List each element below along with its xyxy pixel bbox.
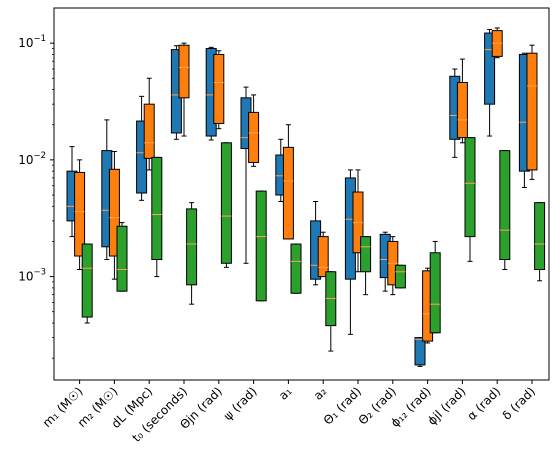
box-body — [317, 236, 329, 278]
box-body — [282, 146, 294, 240]
box-body — [394, 264, 406, 289]
box-body — [178, 44, 190, 99]
box-s2-13 — [491, 27, 503, 59]
box-s3-4 — [186, 202, 198, 305]
box-s3-2 — [116, 222, 128, 292]
box-body — [526, 52, 538, 171]
box-body — [81, 243, 93, 318]
box-s3-5 — [220, 142, 232, 268]
y-tick-label-1: 10−3 — [18, 268, 46, 284]
box-s2-10 — [387, 236, 399, 296]
box-s3-13 — [499, 150, 511, 270]
box-s3-8 — [325, 271, 337, 352]
box-s2-12 — [456, 58, 468, 144]
box-body — [248, 111, 260, 163]
box-s1-11 — [414, 337, 426, 367]
box-s3-10 — [394, 264, 406, 289]
box-s3-6 — [255, 190, 267, 302]
box-s2-5 — [213, 50, 225, 130]
box-body — [499, 150, 511, 261]
y-tick-label-2: 10−2 — [18, 151, 46, 167]
box-body — [456, 81, 468, 139]
box-body — [74, 171, 86, 257]
x-tick-label-12: ϕjl (rad) — [425, 384, 469, 428]
x-tick-label-13: α (rad) — [464, 384, 503, 423]
box-body — [255, 190, 267, 302]
box-body — [186, 208, 198, 286]
box-s2-7 — [282, 124, 294, 240]
plot-frame — [53, 7, 550, 381]
box-s2-4 — [178, 42, 190, 137]
box-s3-12 — [464, 137, 476, 262]
box-s2-8 — [317, 231, 329, 278]
box-s2-9 — [352, 169, 364, 273]
box-body — [151, 156, 163, 261]
box-s3-1 — [81, 243, 93, 324]
box-body — [429, 252, 441, 334]
box-body — [213, 53, 225, 124]
box-body — [290, 243, 302, 294]
box-s3-7 — [290, 243, 302, 294]
box-s2-2 — [108, 150, 120, 280]
box-body — [108, 168, 120, 257]
box-body — [143, 103, 155, 159]
box-s2-14 — [526, 44, 538, 180]
x-tick-label-7: a₁ — [276, 384, 295, 403]
x-tick-label-14: δ (rad) — [500, 384, 538, 422]
box-s3-3 — [151, 156, 163, 278]
box-s2-1 — [74, 159, 86, 270]
box-s2-3 — [143, 77, 155, 171]
y-tick-label-3: 10−1 — [18, 34, 46, 50]
box-body — [484, 32, 496, 105]
x-tick-label-6: ψ (rad) — [221, 384, 260, 423]
box-body — [116, 225, 128, 292]
box-body — [414, 337, 426, 366]
box-s3-14 — [534, 202, 546, 282]
box-s3-9 — [360, 236, 372, 296]
x-tick-label-8: a₂ — [311, 384, 330, 403]
box-body — [534, 202, 546, 270]
box-s2-6 — [248, 94, 260, 167]
box-body — [220, 142, 232, 264]
box-body — [360, 236, 372, 273]
box-body — [464, 137, 476, 238]
box-s3-11 — [429, 240, 441, 334]
